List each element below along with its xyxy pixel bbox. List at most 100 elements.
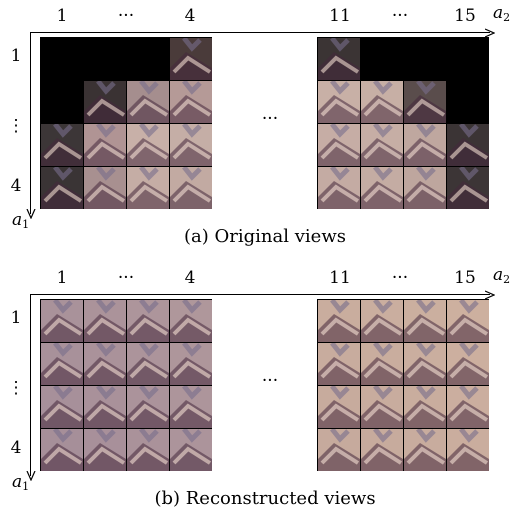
- view-cell: [41, 429, 83, 471]
- view-cell: [318, 81, 360, 123]
- axis-label-a2: a2: [493, 265, 510, 286]
- panel-caption: (a) Original views: [184, 226, 346, 247]
- axis-a1-letter: a: [12, 472, 23, 492]
- axis-a2-sub: 2: [503, 273, 511, 286]
- right-grid-views: [317, 299, 489, 471]
- axis-a1-sub: 1: [22, 480, 30, 493]
- view-cell: [361, 38, 403, 80]
- axis-a2-letter: a: [493, 265, 504, 285]
- view-cell: [404, 343, 446, 385]
- view-cell: [84, 124, 126, 166]
- row-label-dots: ⋮: [7, 378, 25, 398]
- view-cell: [404, 167, 446, 209]
- view-cell: [84, 343, 126, 385]
- view-cell: [404, 386, 446, 428]
- view-cell: [447, 429, 489, 471]
- row-label-1: 1: [10, 46, 22, 66]
- vertical-axis-line: [30, 294, 31, 476]
- axis-a2-sub: 2: [503, 11, 511, 24]
- axis-a1-letter: a: [12, 210, 23, 230]
- view-cell: [41, 386, 83, 428]
- axis-a1-sub: 1: [22, 218, 30, 231]
- view-cell: [361, 124, 403, 166]
- view-cell: [170, 124, 212, 166]
- vertical-arrow-head: [26, 209, 36, 219]
- col-label-1: 1: [56, 6, 68, 26]
- view-cell: [170, 38, 212, 80]
- view-cell: [84, 38, 126, 80]
- view-cell: [170, 343, 212, 385]
- view-cell: [41, 167, 83, 209]
- right-grid-views: [317, 37, 489, 209]
- view-cell: [447, 124, 489, 166]
- view-cell: [447, 167, 489, 209]
- view-cell: [318, 429, 360, 471]
- horizontal-arrow-head: [485, 290, 495, 300]
- view-cell: [41, 124, 83, 166]
- view-cell: [127, 429, 169, 471]
- view-cell: [361, 386, 403, 428]
- middle-dots: ···: [261, 371, 279, 391]
- view-cell: [127, 343, 169, 385]
- view-cell: [127, 38, 169, 80]
- col-label-dots-right: ···: [391, 6, 409, 26]
- view-cell: [170, 81, 212, 123]
- view-cell: [447, 343, 489, 385]
- view-cell: [84, 429, 126, 471]
- view-cell: [404, 124, 446, 166]
- axis-label-a1: a1: [12, 472, 29, 493]
- row-label-dots: ⋮: [7, 116, 25, 136]
- view-cell: [127, 167, 169, 209]
- view-cell: [127, 386, 169, 428]
- vertical-axis-line: [30, 32, 31, 214]
- col-label-4: 4: [184, 268, 196, 288]
- left-grid-views: [40, 37, 212, 209]
- view-cell: [84, 386, 126, 428]
- col-label-1: 1: [56, 268, 68, 288]
- vertical-arrow-head: [26, 471, 36, 481]
- view-cell: [41, 81, 83, 123]
- view-cell: [361, 429, 403, 471]
- view-cell: [170, 167, 212, 209]
- view-cell: [361, 81, 403, 123]
- panel-caption: (b) Reconstructed views: [154, 488, 376, 509]
- col-label-dots: ···: [117, 6, 135, 26]
- col-label-15: 15: [454, 6, 476, 26]
- axis-a2-letter: a: [493, 3, 504, 23]
- view-cell: [318, 386, 360, 428]
- col-label-dots: ···: [117, 268, 135, 288]
- view-cell: [447, 300, 489, 342]
- col-label-dots-right: ···: [391, 268, 409, 288]
- col-label-11: 11: [329, 6, 351, 26]
- col-label-11: 11: [329, 268, 351, 288]
- view-cell: [447, 38, 489, 80]
- col-label-4: 4: [184, 6, 196, 26]
- view-cell: [318, 38, 360, 80]
- view-cell: [404, 429, 446, 471]
- row-label-4: 4: [10, 176, 22, 196]
- view-cell: [361, 343, 403, 385]
- view-cell: [318, 124, 360, 166]
- horizontal-axis-line: [30, 294, 490, 295]
- row-label-4: 4: [10, 438, 22, 458]
- view-cell: [447, 81, 489, 123]
- view-cell: [361, 300, 403, 342]
- view-cell: [404, 300, 446, 342]
- view-cell: [447, 386, 489, 428]
- left-grid-views: [40, 299, 212, 471]
- axis-label-a2: a2: [493, 3, 510, 24]
- middle-dots: ···: [261, 109, 279, 129]
- view-cell: [41, 300, 83, 342]
- view-cell: [170, 386, 212, 428]
- view-cell: [41, 38, 83, 80]
- row-label-1: 1: [10, 308, 22, 328]
- view-cell: [318, 343, 360, 385]
- view-cell: [84, 81, 126, 123]
- view-cell: [127, 124, 169, 166]
- view-cell: [170, 300, 212, 342]
- view-cell: [41, 343, 83, 385]
- col-label-15: 15: [454, 268, 476, 288]
- view-cell: [318, 167, 360, 209]
- view-cell: [318, 300, 360, 342]
